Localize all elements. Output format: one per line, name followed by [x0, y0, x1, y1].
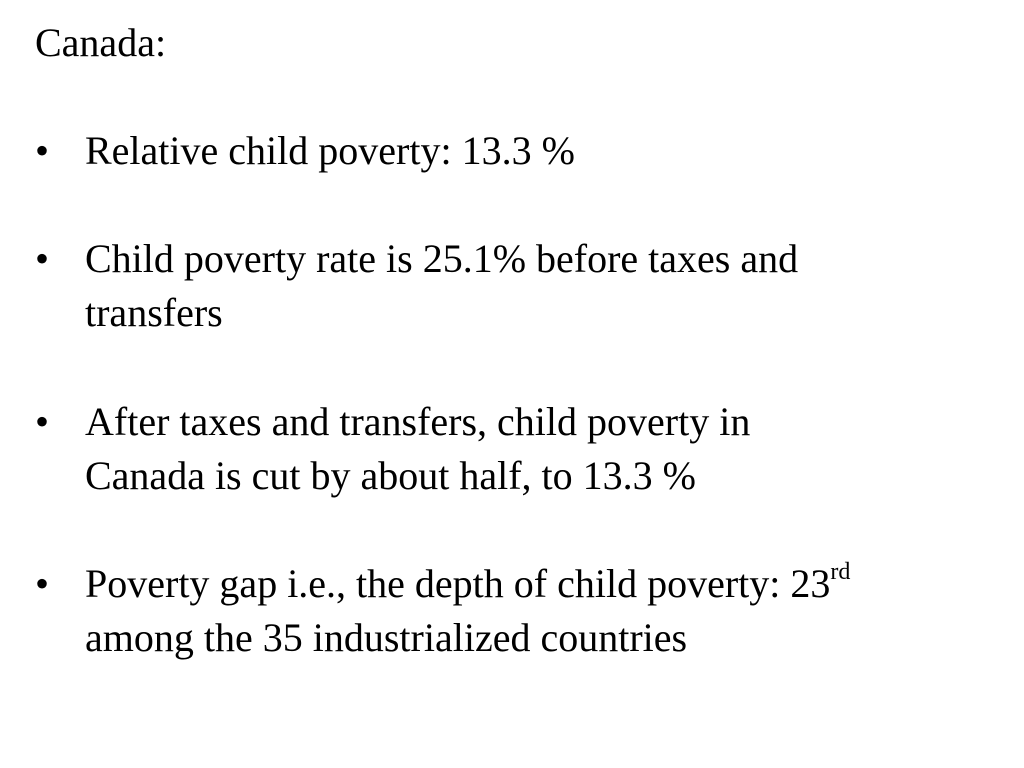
slide-title: Canada: [35, 20, 167, 65]
bullet-item-after-tax-rate: • After taxes and transfers, child pover… [35, 395, 995, 503]
bullet-item-poverty-gap: • Poverty gap i.e., the depth of child p… [35, 557, 995, 665]
bullet-text: Relative child poverty: 13.3 % [85, 124, 995, 178]
bullet-line: After taxes and transfers, child poverty… [85, 399, 751, 444]
bullet-line: Child poverty rate is 25.1% before taxes… [85, 236, 799, 281]
bullet-icon: • [35, 236, 50, 281]
bullet-icon: • [35, 128, 50, 173]
ordinal-suffix: rd [830, 558, 851, 585]
bullet-line: Relative child poverty: 13.3 % [85, 128, 575, 173]
bullet-icon: • [35, 399, 50, 444]
bullet-text: After taxes and transfers, child poverty… [85, 395, 995, 503]
bullet-line-main: Poverty gap i.e., the depth of child pov… [85, 561, 831, 606]
bullet-line: among the 35 industrialized countries [85, 615, 688, 660]
bullet-text: Child poverty rate is 25.1% before taxes… [85, 232, 995, 340]
bullet-line: Canada is cut by about half, to 13.3 % [85, 453, 696, 498]
bullet-text: Poverty gap i.e., the depth of child pov… [85, 557, 995, 665]
bullet-line: Poverty gap i.e., the depth of child pov… [85, 557, 995, 611]
bullet-item-pre-tax-rate: • Child poverty rate is 25.1% before tax… [35, 232, 995, 340]
bullet-line: transfers [85, 290, 223, 335]
bullet-icon: • [35, 561, 50, 606]
bullet-item-relative-poverty: • Relative child poverty: 13.3 % [35, 124, 995, 178]
